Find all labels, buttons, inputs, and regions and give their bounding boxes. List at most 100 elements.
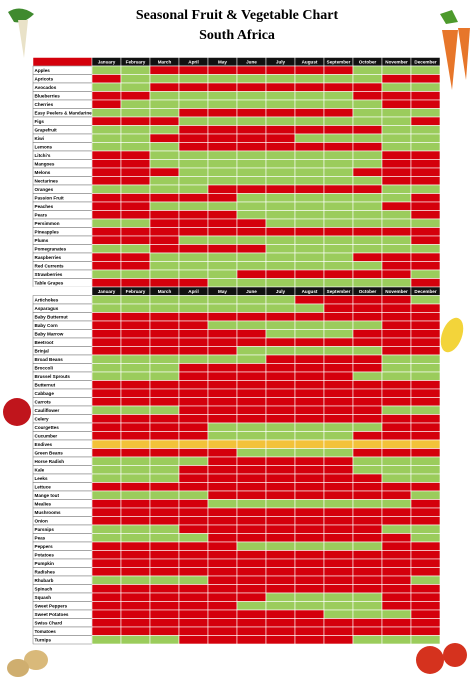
season-cell	[323, 473, 354, 483]
season-cell	[323, 99, 354, 109]
season-cell	[323, 601, 354, 611]
season-cell	[236, 108, 267, 118]
season-cell	[91, 414, 122, 424]
season-cell	[91, 482, 122, 492]
season-cell	[294, 252, 325, 262]
season-cell	[91, 601, 122, 611]
season-cell	[178, 176, 209, 186]
season-cell	[265, 261, 296, 271]
season-cell	[149, 125, 180, 135]
season-cell	[352, 456, 383, 466]
season-cell	[178, 533, 209, 543]
season-cell	[91, 235, 122, 245]
season-cell	[381, 201, 412, 211]
season-cell	[381, 439, 412, 449]
season-cell	[236, 448, 267, 458]
season-cell	[120, 354, 151, 364]
season-cell	[294, 91, 325, 101]
season-cell	[323, 133, 354, 143]
season-cell	[352, 448, 383, 458]
season-cell	[410, 558, 441, 568]
season-cell	[207, 635, 238, 645]
season-cell	[410, 609, 441, 619]
season-cell	[91, 150, 122, 160]
season-cell	[207, 609, 238, 619]
season-cell	[149, 465, 180, 475]
season-cell	[178, 346, 209, 356]
season-cell	[236, 626, 267, 636]
season-cell	[91, 133, 122, 143]
season-cell	[352, 439, 383, 449]
season-cell	[352, 405, 383, 415]
season-cell	[236, 465, 267, 475]
season-cell	[149, 261, 180, 271]
season-cell	[120, 116, 151, 126]
season-cell	[294, 295, 325, 305]
season-cell	[207, 133, 238, 143]
season-cell	[178, 550, 209, 560]
season-cell	[207, 193, 238, 203]
season-cell	[323, 116, 354, 126]
season-cell	[91, 567, 122, 577]
season-cell	[410, 431, 441, 441]
season-cell	[120, 201, 151, 211]
row-label: Broccoli	[35, 365, 53, 370]
season-cell	[352, 575, 383, 585]
season-cell	[323, 456, 354, 466]
season-cell	[323, 405, 354, 415]
season-cell	[120, 218, 151, 228]
season-cell	[323, 380, 354, 390]
season-cell	[294, 609, 325, 619]
season-cell	[178, 167, 209, 177]
season-cell	[410, 601, 441, 611]
season-cell	[381, 278, 412, 288]
season-cell	[381, 363, 412, 373]
season-cell	[352, 609, 383, 619]
season-cell	[294, 363, 325, 373]
decoration	[3, 8, 470, 677]
season-cell	[381, 626, 412, 636]
season-cell	[265, 201, 296, 211]
season-cell	[410, 388, 441, 398]
season-cell	[265, 618, 296, 628]
season-cell	[352, 167, 383, 177]
season-cell	[323, 524, 354, 534]
season-cell	[236, 371, 267, 381]
season-cell	[410, 575, 441, 585]
season-cell	[381, 388, 412, 398]
season-cell	[323, 312, 354, 322]
season-cell	[149, 499, 180, 509]
season-cell	[120, 371, 151, 381]
season-cell	[149, 74, 180, 84]
season-cell	[265, 533, 296, 543]
season-cell	[323, 329, 354, 339]
month-label: May	[218, 59, 227, 64]
season-cell	[352, 227, 383, 237]
season-cell	[91, 278, 122, 288]
season-cell	[265, 125, 296, 135]
season-cell	[91, 176, 122, 186]
row-label: Carrots	[35, 399, 52, 404]
season-cell	[120, 65, 151, 75]
season-cell	[149, 133, 180, 143]
season-cell	[352, 125, 383, 135]
season-cell	[265, 116, 296, 126]
month-label: December	[414, 59, 436, 64]
season-cell	[178, 295, 209, 305]
season-cell	[178, 414, 209, 424]
season-cell	[352, 116, 383, 126]
season-cell	[410, 244, 441, 254]
season-cell	[149, 320, 180, 330]
season-cell	[149, 159, 180, 169]
season-cell	[265, 414, 296, 424]
season-cell	[323, 388, 354, 398]
season-cell	[236, 150, 267, 160]
season-cell	[265, 133, 296, 143]
season-cell	[265, 65, 296, 75]
season-cell	[323, 82, 354, 92]
season-cell	[265, 431, 296, 441]
season-cell	[323, 414, 354, 424]
row-label: Passion Fruit	[35, 195, 65, 200]
season-cell	[149, 269, 180, 279]
